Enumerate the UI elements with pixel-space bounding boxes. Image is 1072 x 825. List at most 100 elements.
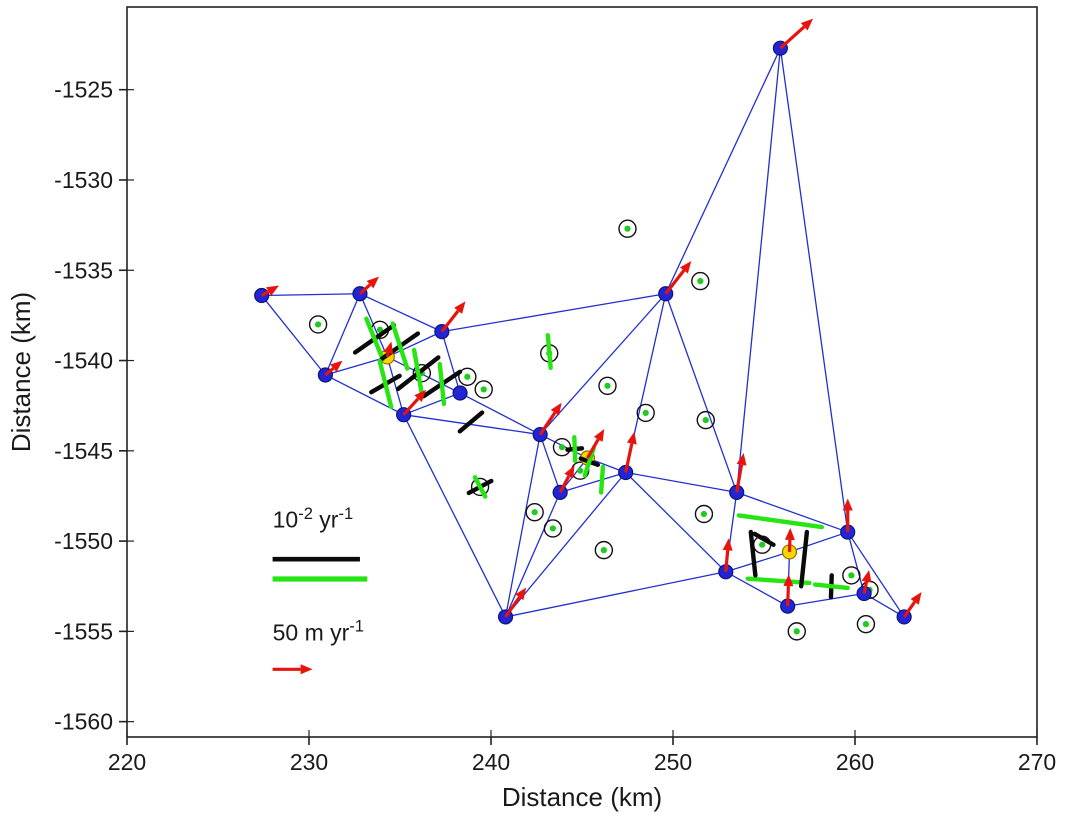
network-edge bbox=[539, 293, 667, 435]
station-marker bbox=[636, 403, 655, 423]
strain-segment bbox=[752, 531, 776, 547]
network-edge bbox=[403, 414, 541, 436]
arrow-head-icon bbox=[800, 18, 814, 31]
axes-frame bbox=[126, 6, 1038, 738]
network-edge bbox=[403, 392, 461, 416]
strain-segment bbox=[472, 475, 488, 499]
strain-segment bbox=[437, 361, 447, 407]
arrow-shaft bbox=[402, 397, 420, 416]
arrow-head-icon bbox=[454, 301, 466, 314]
strain-cross bbox=[745, 576, 812, 586]
network-edge bbox=[324, 293, 361, 376]
strain-cross bbox=[395, 347, 441, 399]
station-dot-icon bbox=[702, 417, 709, 424]
station-dot-icon bbox=[604, 382, 611, 389]
velocity-arrow bbox=[784, 527, 795, 552]
strain-segment bbox=[457, 410, 485, 434]
station-dot-icon bbox=[848, 572, 855, 579]
station-marker bbox=[691, 271, 710, 291]
station-dot-icon bbox=[759, 541, 766, 548]
station-dot-icon bbox=[577, 467, 584, 474]
velocity-arrow bbox=[504, 587, 527, 618]
velocity-arrow bbox=[842, 498, 853, 533]
network-edge bbox=[789, 531, 848, 553]
strain-segment bbox=[748, 529, 758, 578]
arrow-shaft bbox=[538, 411, 557, 436]
strain-cross bbox=[457, 410, 485, 434]
network-edge bbox=[665, 293, 738, 493]
network-edge bbox=[539, 434, 561, 493]
station-ring-icon bbox=[525, 503, 544, 522]
station-marker bbox=[696, 410, 715, 430]
legend: 10-2 yr-1 50 m yr-1 bbox=[272, 504, 368, 675]
strain-cross bbox=[598, 464, 606, 495]
station-dot-icon bbox=[697, 277, 704, 285]
network-edge bbox=[847, 531, 865, 594]
strain-cross bbox=[748, 529, 758, 578]
station-markers bbox=[308, 219, 879, 641]
strain-cross bbox=[369, 358, 402, 410]
network-nodes bbox=[254, 40, 912, 625]
network-edge bbox=[559, 471, 626, 493]
arrow-head-icon bbox=[300, 664, 313, 675]
network-edge bbox=[787, 592, 865, 607]
arrow-shaft bbox=[779, 25, 806, 50]
network-edge bbox=[504, 434, 541, 618]
velocity-arrow bbox=[440, 301, 466, 333]
station-marker bbox=[458, 367, 477, 386]
strain-segment bbox=[545, 332, 553, 371]
arrow-shaft bbox=[786, 586, 790, 607]
arrow-shaft bbox=[504, 596, 521, 618]
arrow-shaft bbox=[260, 290, 270, 297]
arrow-head-icon bbox=[722, 538, 733, 551]
station-ring-icon bbox=[618, 219, 637, 238]
station-marker bbox=[787, 622, 806, 641]
velocity-arrow bbox=[783, 574, 794, 607]
arrow-shaft bbox=[324, 367, 335, 377]
network-edge bbox=[459, 392, 541, 436]
velocity-arrow bbox=[722, 538, 733, 572]
station-ring-icon bbox=[458, 367, 477, 386]
velocity-arrow bbox=[260, 285, 280, 297]
network-edge bbox=[504, 492, 561, 618]
station-ring-icon bbox=[694, 504, 714, 524]
arrow-shaft bbox=[862, 581, 869, 594]
velocity-arrows bbox=[260, 18, 922, 618]
strain-cross bbox=[565, 434, 585, 464]
arrow-head-icon bbox=[626, 431, 637, 445]
velocity-arrow bbox=[861, 569, 872, 594]
strain-segment bbox=[745, 576, 812, 586]
velocity-arrow bbox=[272, 664, 313, 675]
station-dot-icon bbox=[793, 628, 800, 635]
network-edge bbox=[359, 293, 388, 358]
x-tick-label: 220 bbox=[108, 749, 146, 775]
network-edge bbox=[441, 331, 461, 394]
legend-strain-label: 10-2 yr-1 bbox=[273, 504, 354, 533]
y-tick-label: -1560 bbox=[54, 709, 113, 735]
arrow-head-icon bbox=[736, 452, 747, 466]
arrow-shaft bbox=[664, 269, 686, 295]
velocity-arrow bbox=[779, 18, 814, 50]
arrow-shaft bbox=[735, 464, 744, 493]
strain-segment bbox=[812, 582, 850, 591]
network-node bbox=[452, 385, 468, 401]
arrow-shaft bbox=[624, 443, 634, 473]
strain-crosses bbox=[352, 316, 850, 600]
velocity-arrow bbox=[383, 341, 394, 358]
station-marker bbox=[594, 540, 614, 560]
network-edge bbox=[441, 293, 666, 333]
velocity-arrow bbox=[664, 260, 692, 295]
network-edge bbox=[736, 491, 848, 533]
network-edge bbox=[725, 571, 788, 607]
station-ring-icon bbox=[842, 566, 861, 585]
station-ring-icon bbox=[636, 403, 655, 423]
strain-segment bbox=[798, 529, 810, 589]
station-dot-icon bbox=[600, 547, 607, 554]
station-dot-icon bbox=[315, 321, 322, 328]
x-tick-label: 250 bbox=[654, 749, 692, 775]
arrow-head-icon bbox=[680, 260, 692, 274]
network-edge bbox=[386, 356, 405, 415]
station-marker bbox=[308, 315, 328, 334]
network-edge bbox=[386, 331, 443, 358]
